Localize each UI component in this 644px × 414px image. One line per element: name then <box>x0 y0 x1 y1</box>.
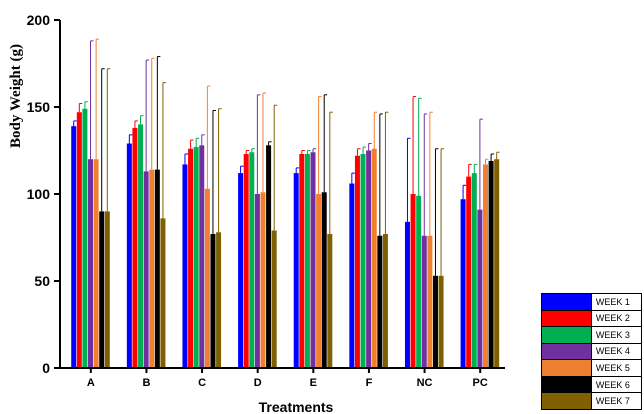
x-tick-label: B <box>142 377 150 389</box>
bar-nc-week-6 <box>432 275 438 368</box>
bar-a-week-5 <box>93 159 99 368</box>
bar-a-week-7 <box>104 211 110 368</box>
legend-swatch <box>541 392 592 410</box>
bar-d-week-4 <box>254 194 260 368</box>
bar-c-week-7 <box>216 232 222 368</box>
bar-f-week-7 <box>382 234 388 368</box>
legend-swatch <box>541 326 592 344</box>
bar-b-week-6 <box>154 169 160 368</box>
error-bars-group <box>73 38 500 276</box>
bar-c-week-3 <box>193 147 199 368</box>
bar-e-week-3 <box>304 153 310 368</box>
bar-pc-week-1 <box>460 199 466 368</box>
x-tick-label: E <box>310 377 317 389</box>
x-tick-label: PC <box>473 377 488 389</box>
legend-label: WEEK 1 <box>590 293 643 311</box>
bar-b-week-5 <box>149 169 155 368</box>
y-axis-label: Body Weight (g) <box>8 44 24 148</box>
bar-f-week-4 <box>366 150 372 368</box>
legend-label: WEEK 2 <box>590 309 643 328</box>
legend-item: WEEK 7 <box>541 392 643 410</box>
legend-swatch <box>541 293 592 311</box>
x-axis-label: Treatments <box>259 399 334 414</box>
legend-item: WEEK 4 <box>541 342 643 361</box>
bar-e-week-5 <box>316 194 322 368</box>
bar-b-week-7 <box>160 218 166 368</box>
bar-e-week-6 <box>321 192 327 368</box>
bar-nc-week-2 <box>410 194 416 368</box>
y-tick-label: 100 <box>27 186 51 202</box>
bar-f-week-2 <box>354 155 360 368</box>
legend: WEEK 1 WEEK 2 WEEK 3 WEEK 4 WEEK 5 WEEK 6 WEEK… <box>541 293 643 410</box>
bar-f-week-5 <box>371 148 377 368</box>
bar-pc-week-5 <box>482 164 488 368</box>
bar-e-week-4 <box>310 152 316 368</box>
legend-label: WEEK 3 <box>590 326 643 344</box>
bar-d-week-5 <box>260 192 266 368</box>
bar-a-week-1 <box>71 126 77 368</box>
bar-c-week-6 <box>210 234 216 368</box>
bar-pc-week-6 <box>488 160 494 368</box>
bar-a-week-3 <box>82 108 88 369</box>
bar-b-week-3 <box>138 124 144 369</box>
bar-c-week-5 <box>204 188 210 368</box>
bar-pc-week-4 <box>477 209 483 368</box>
x-tick-label: C <box>198 377 206 389</box>
legend-swatch <box>541 359 592 377</box>
x-tick-label: D <box>254 377 262 389</box>
bar-pc-week-3 <box>471 173 477 368</box>
bar-d-week-6 <box>266 145 272 368</box>
y-tick-label: 200 <box>27 12 51 28</box>
bar-a-week-6 <box>99 211 105 368</box>
y-axis-ticks: 0 50 100 150 200 <box>27 12 60 376</box>
legend-item: WEEK 3 <box>541 326 643 344</box>
legend-item: WEEK 2 <box>541 309 643 328</box>
bar-f-week-1 <box>349 183 355 368</box>
bar-f-week-6 <box>377 235 383 368</box>
bar-c-week-1 <box>182 164 188 368</box>
bar-nc-week-4 <box>421 235 427 368</box>
bar-a-week-4 <box>88 159 94 368</box>
bar-d-week-1 <box>238 173 244 368</box>
bar-d-week-7 <box>271 230 277 368</box>
x-tick-label: NC <box>417 377 433 389</box>
bars-group <box>71 108 500 369</box>
bar-f-week-3 <box>360 153 366 368</box>
bar-nc-week-3 <box>416 195 422 368</box>
bar-e-week-1 <box>293 173 299 368</box>
y-tick-label: 50 <box>34 273 50 289</box>
bar-b-week-4 <box>143 171 149 368</box>
bar-e-week-7 <box>327 234 333 368</box>
legend-swatch <box>541 309 592 328</box>
x-tick-label: A <box>87 377 95 389</box>
bar-d-week-3 <box>249 152 255 368</box>
y-tick-label: 0 <box>42 360 50 376</box>
bar-b-week-2 <box>132 127 138 368</box>
legend-swatch <box>541 375 592 394</box>
bar-d-week-2 <box>243 153 249 368</box>
x-axis-tick-labels: A B C D E F NC PC <box>87 368 488 389</box>
legend-label: WEEK 4 <box>590 342 643 361</box>
legend-item: WEEK 1 <box>541 293 643 311</box>
bar-nc-week-7 <box>438 275 444 368</box>
bar-nc-week-5 <box>427 235 433 368</box>
legend-label: WEEK 5 <box>590 359 643 377</box>
bar-e-week-2 <box>299 153 305 368</box>
bar-b-week-1 <box>126 143 132 368</box>
legend-item: WEEK 6 <box>541 375 643 394</box>
bar-a-week-2 <box>76 112 82 368</box>
legend-item: WEEK 5 <box>541 359 643 377</box>
bar-c-week-2 <box>188 148 194 368</box>
bar-pc-week-7 <box>494 159 500 368</box>
bar-pc-week-2 <box>466 176 472 368</box>
bar-c-week-4 <box>199 145 205 368</box>
legend-label: WEEK 6 <box>590 375 643 394</box>
legend-label: WEEK 7 <box>590 392 643 410</box>
legend-swatch <box>541 342 592 361</box>
y-tick-label: 150 <box>27 99 51 115</box>
bar-nc-week-1 <box>404 221 410 368</box>
x-tick-label: F <box>366 377 373 389</box>
